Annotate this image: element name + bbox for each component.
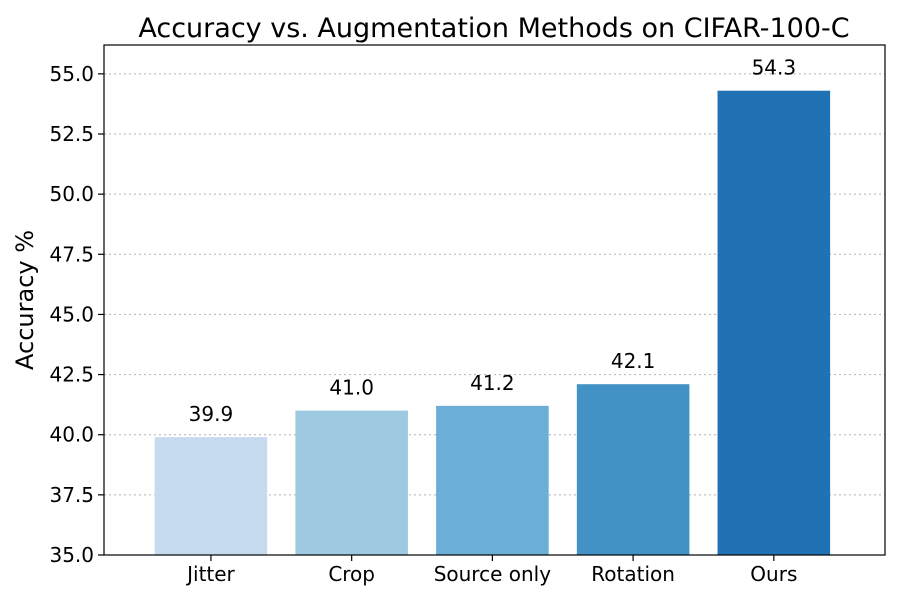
plot-frame xyxy=(103,44,886,556)
bar-rotation xyxy=(576,384,690,555)
y-tick-label: 35.0 xyxy=(49,543,94,567)
x-tick-label: Source only xyxy=(434,562,552,586)
x-tick-label: Ours xyxy=(750,562,797,586)
bar-value-label: 39.9 xyxy=(189,402,234,426)
bar-value-label: 42.1 xyxy=(611,349,656,373)
y-tick-label: 40.0 xyxy=(49,423,94,447)
bar-ours xyxy=(717,90,831,555)
x-tick-label: Crop xyxy=(328,562,375,586)
x-axis-ticks: Jitter Crop Source only Rotation Ours xyxy=(185,555,797,586)
bars xyxy=(154,90,831,555)
y-tick-label: 50.0 xyxy=(49,182,94,206)
y-tick-label: 47.5 xyxy=(49,242,94,266)
bar-value-labels: 39.9 41.0 41.2 42.1 54.3 xyxy=(189,56,796,426)
y-axis-ticks: 35.0 37.5 40.0 42.5 45.0 47.5 50.0 52.5 55.0 xyxy=(49,62,104,567)
y-tick-label: 42.5 xyxy=(49,363,94,387)
y-tick-label: 45.0 xyxy=(49,302,94,326)
y-tick-label: 55.0 xyxy=(49,62,94,86)
chart-title: Accuracy vs. Augmentation Methods on CIF… xyxy=(138,13,849,44)
bar-value-label: 54.3 xyxy=(752,56,797,80)
y-axis-label: Accuracy % xyxy=(11,230,39,370)
bar-crop xyxy=(295,410,408,555)
bar-source-only xyxy=(436,405,549,555)
bar-value-label: 41.2 xyxy=(470,371,515,395)
bar-value-label: 41.0 xyxy=(329,376,374,400)
x-tick-label: Rotation xyxy=(591,562,675,586)
y-tick-label: 52.5 xyxy=(49,122,94,146)
y-tick-label: 37.5 xyxy=(49,483,94,507)
x-tick-label: Jitter xyxy=(185,562,235,586)
bar-jitter xyxy=(154,437,268,555)
